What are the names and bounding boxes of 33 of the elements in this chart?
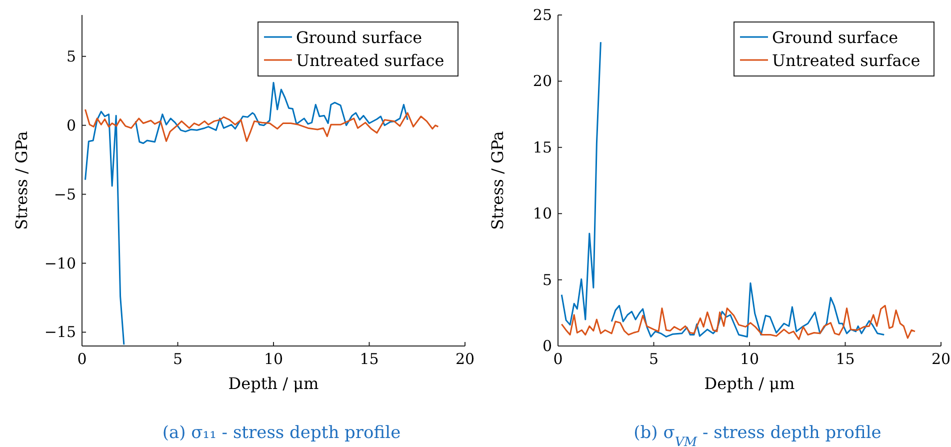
y-tick-label: 5 [542,270,552,289]
y-tick-label: −15 [44,323,76,342]
x-axis-title: Depth / μm [228,374,319,393]
y-tick-label: 0 [66,116,76,134]
y-tick-label: 25 [532,6,552,24]
legend-label: Untreated surface [296,51,444,70]
x-tick-label: 0 [553,350,563,368]
legend-label: Ground surface [296,28,422,47]
text: (b) σ$_{VM}$ - stress depth profile [634,423,882,447]
x-tick-label: 5 [172,350,183,368]
y-axis-title: Stress / GPa [488,130,507,230]
x-tick-label: 10 [740,350,760,368]
y-tick-label: 5 [66,47,76,66]
x-axis-title: Depth / μm [704,374,795,393]
x-tick-label: 5 [648,350,659,368]
y-tick-label: 15 [532,138,552,156]
y-axis-title: Stress / GPa [12,130,31,230]
line-series [560,304,916,340]
y-tick-label: 10 [532,204,552,223]
y-tick-label: −10 [44,254,76,272]
x-tick-label: 15 [360,350,379,368]
legend-label: Ground surface [772,28,898,47]
text: (a) σ₁₁ - stress depth profile [162,423,401,443]
line-series [84,108,439,142]
x-tick-label: 10 [264,350,284,368]
x-tick-label: 20 [455,350,475,368]
y-tick-label: 0 [542,337,552,355]
x-tick-label: 20 [931,350,951,368]
x-tick-label: 15 [836,350,855,368]
legend-label: Untreated surface [772,51,920,70]
y-tick-label: 20 [532,72,552,90]
y-tick-label: −5 [54,185,76,204]
x-tick-label: 0 [77,350,87,368]
